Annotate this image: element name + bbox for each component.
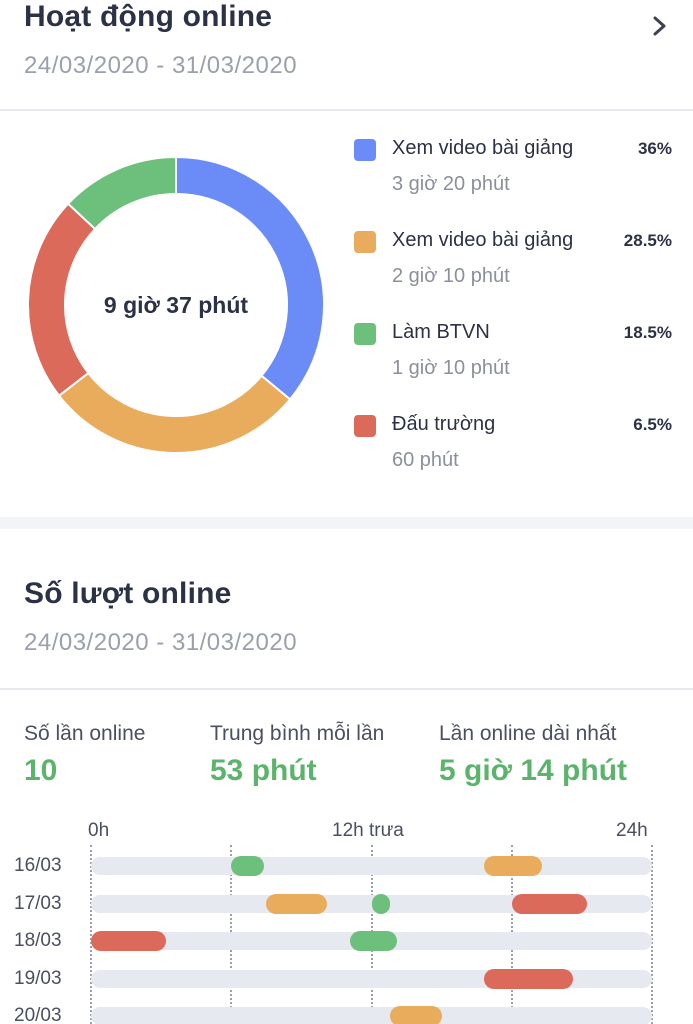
- legend-label: Đấu trường: [392, 413, 496, 435]
- stat-label: Trung bình mỗi lần: [210, 722, 385, 745]
- timeline-track: [91, 857, 652, 875]
- timeline-track: [91, 1007, 652, 1024]
- legend-item: Xem video bài giảng 36% 3 giờ 20 phút: [354, 137, 674, 207]
- online-date-range: 24/03/2020 - 31/03/2020: [24, 629, 298, 656]
- grid-line: [651, 845, 653, 1024]
- legend-duration: 3 giờ 20 phút: [392, 173, 510, 195]
- session-bar[interactable]: [371, 893, 391, 914]
- timeline-row-label: 17/03: [14, 892, 62, 914]
- session-bar[interactable]: [91, 931, 166, 951]
- stat-label: Số lần online: [24, 722, 146, 745]
- session-bar[interactable]: [511, 893, 587, 914]
- timeline-row-label: 16/03: [14, 855, 62, 876]
- online-title: Số lượt online: [24, 577, 232, 610]
- timeline-row-label: 19/03: [14, 967, 62, 989]
- divider: [0, 688, 693, 690]
- axis-label-end: 24h: [616, 820, 648, 841]
- axis-label-start: 0h: [88, 820, 110, 841]
- stat-value: 53 phút: [210, 754, 317, 787]
- legend-swatch: [354, 139, 376, 161]
- axis-label-mid: 12h trưa: [332, 820, 404, 841]
- grid-line: [90, 845, 92, 1024]
- donut-total: 9 giờ 37 phút: [103, 291, 249, 318]
- stat-value: 5 giờ 14 phút: [439, 754, 628, 787]
- stat-longest: Lần online dài nhất 5 giờ 14 phút: [439, 722, 627, 788]
- legend-label: Xem video bài giảng: [392, 137, 574, 159]
- legend-duration: 60 phút: [392, 449, 459, 471]
- donut-slice: [175, 155, 325, 401]
- session-bar[interactable]: [266, 893, 328, 914]
- chevron-right-icon[interactable]: [648, 12, 672, 40]
- legend-item: Đấu trường 6.5% 60 phút: [354, 413, 674, 483]
- legend-percent: 36%: [637, 139, 672, 158]
- legend-swatch: [354, 323, 376, 345]
- legend-label: Xem video bài giảng: [392, 229, 574, 251]
- activity-date-range: 24/03/2020 - 31/03/2020: [24, 52, 298, 79]
- stat-average: Trung bình mỗi lần 53 phút: [210, 722, 384, 788]
- legend-percent: 6.5%: [633, 415, 672, 434]
- legend-item: Xem video bài giảng 28.5% 2 giờ 10 phút: [354, 229, 674, 299]
- timeline-row-label: 20/03: [14, 1005, 62, 1024]
- activity-title: Hoạt động online: [24, 0, 273, 33]
- timeline-row-label: 18/03: [14, 930, 62, 951]
- divider: [0, 109, 693, 111]
- legend-percent: 18.5%: [623, 323, 672, 342]
- session-bar[interactable]: [483, 856, 543, 876]
- legend-duration: 1 giờ 10 phút: [392, 357, 510, 379]
- session-bar[interactable]: [350, 931, 398, 951]
- session-bar[interactable]: [483, 968, 573, 989]
- legend-percent: 28.5%: [623, 231, 672, 250]
- session-bar[interactable]: [231, 856, 264, 876]
- donut-svg: [27, 155, 325, 454]
- stat-label: Lần online dài nhất: [439, 722, 617, 745]
- legend-item: Làm BTVN 18.5% 1 giờ 10 phút: [354, 321, 674, 391]
- legend-swatch: [354, 231, 376, 253]
- session-bar[interactable]: [390, 1006, 442, 1024]
- legend-label: Làm BTVN: [392, 321, 490, 343]
- section-separator: [0, 517, 693, 529]
- stat-value: 10: [24, 754, 58, 787]
- activity-donut-chart: 9 giờ 37 phút: [27, 155, 325, 454]
- stat-session-count: Số lần online 10: [24, 722, 145, 788]
- legend-duration: 2 giờ 10 phút: [392, 265, 510, 287]
- legend-swatch: [354, 415, 376, 437]
- donut-slice: [66, 155, 177, 231]
